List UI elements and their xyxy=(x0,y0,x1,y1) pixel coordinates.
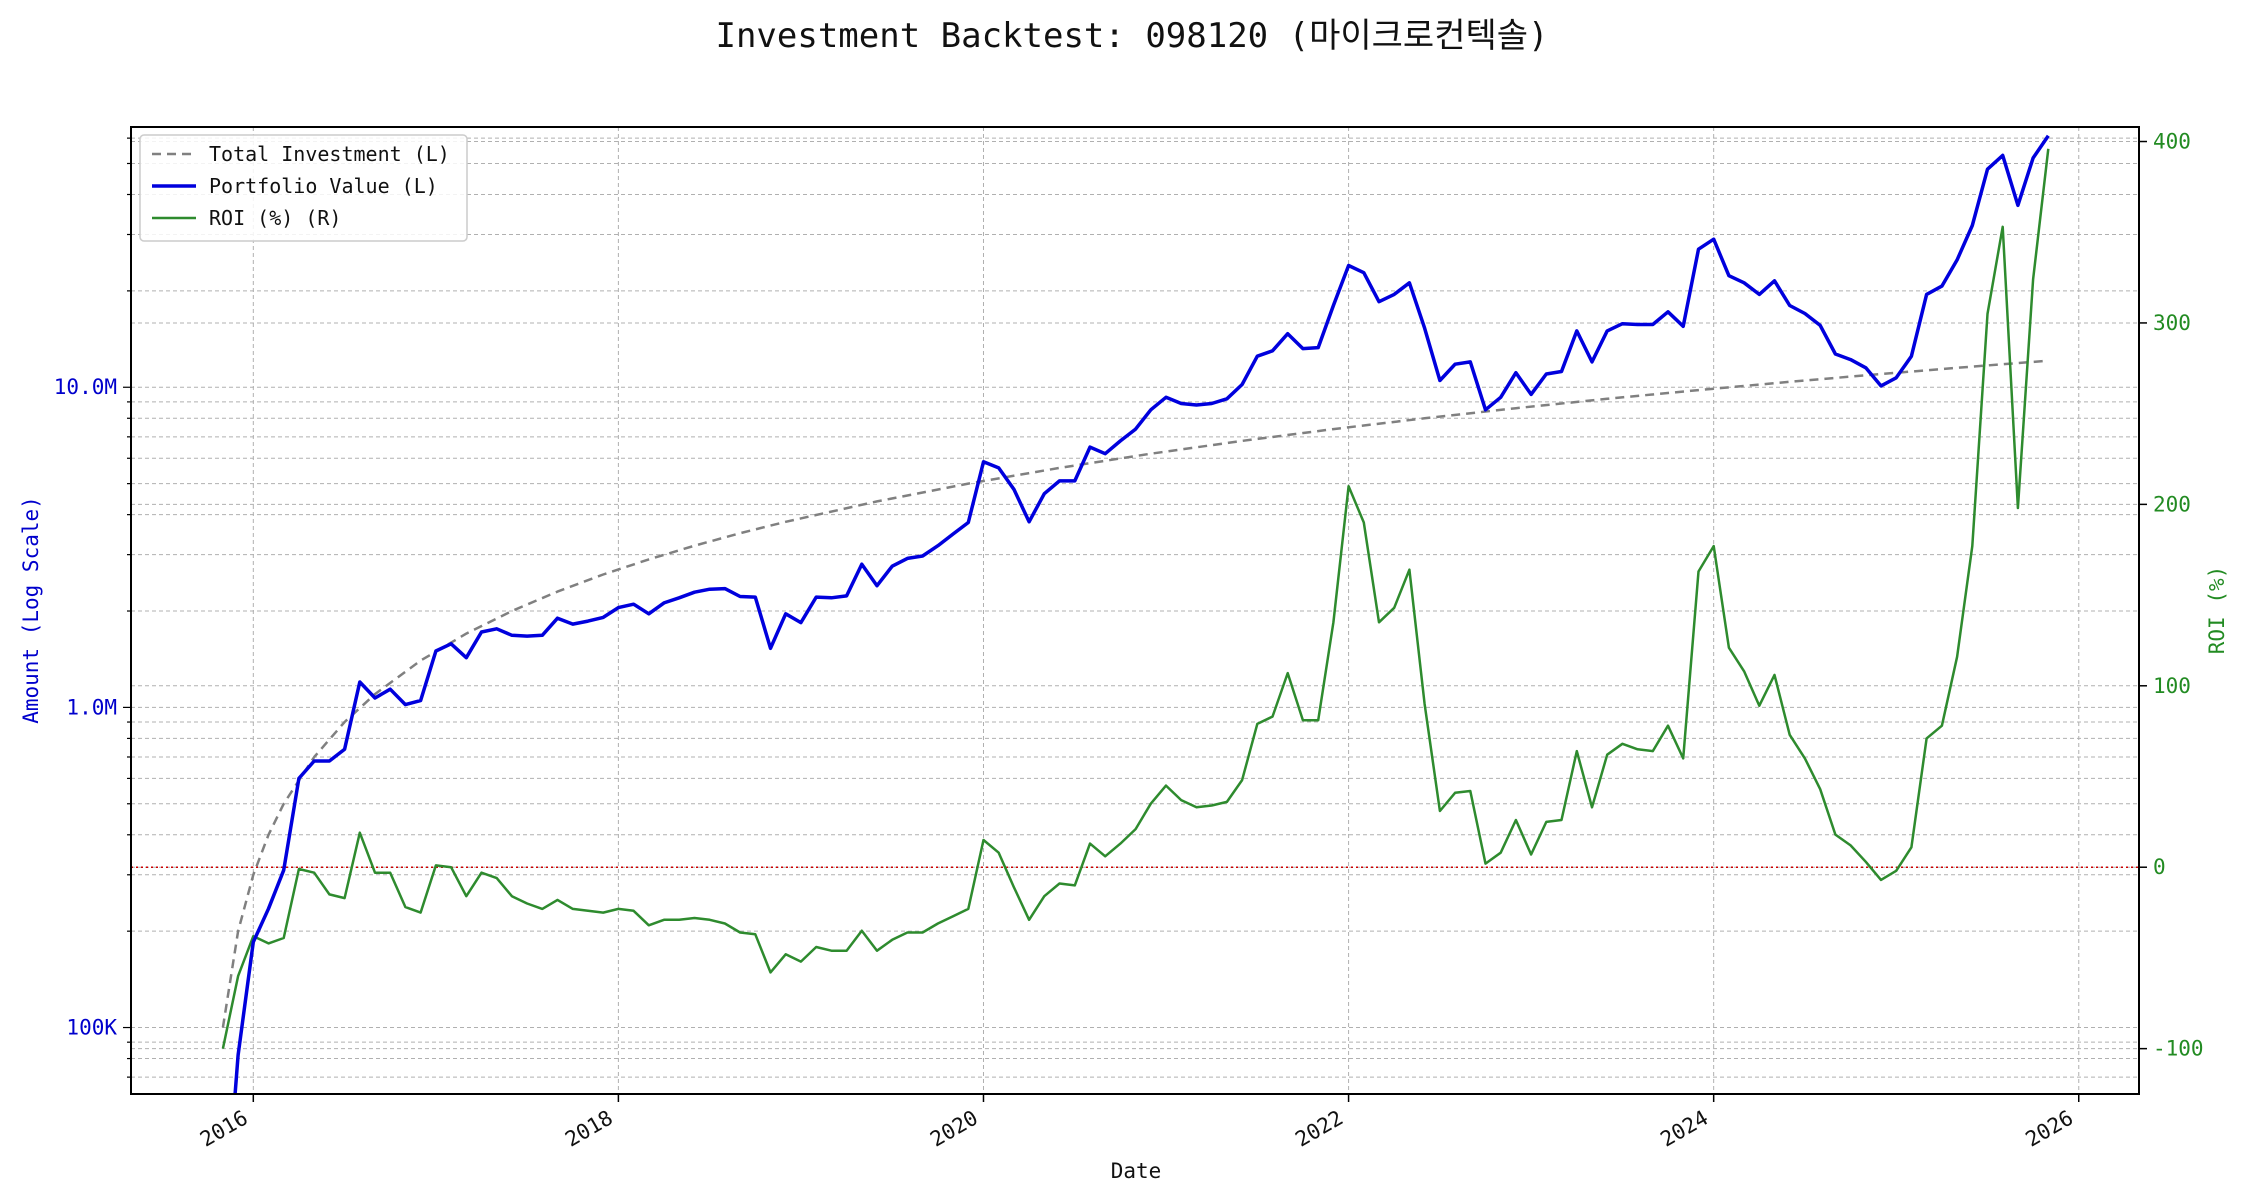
x-tick-label: 2020 xyxy=(926,1106,982,1152)
legend-label-investment: Total Investment (L) xyxy=(209,142,450,166)
x-tick-label: 2018 xyxy=(561,1106,617,1152)
y-left-tick-label: 1.0M xyxy=(66,695,117,719)
legend-label-roi: ROI (%) (R) xyxy=(209,206,341,230)
y-axis-right-label: ROI (%) xyxy=(2205,566,2229,655)
plot-frame xyxy=(130,126,2140,1095)
legend: Total Investment (L) Portfolio Value (L)… xyxy=(139,134,468,242)
x-tick-label: 2016 xyxy=(196,1106,252,1152)
y-right-tick-label: 100 xyxy=(2153,674,2191,698)
y-axis-left-label: Amount (Log Scale) xyxy=(19,496,43,724)
series-layer xyxy=(131,134,2139,1094)
legend-box xyxy=(139,134,468,242)
x-axis-label: Date xyxy=(1111,1159,1162,1183)
x-tick-label: 2022 xyxy=(1291,1106,1347,1152)
y-right-tick-label: -100 xyxy=(2153,1037,2204,1061)
x-tick-label: 2024 xyxy=(1656,1106,1712,1152)
portfolio-value-line xyxy=(233,134,2050,1094)
chart-title: Investment Backtest: 098120 (마이크로컨텍솔) xyxy=(715,16,1548,56)
grid-layer xyxy=(131,127,2139,1094)
roi-line xyxy=(221,148,2050,1049)
legend-label-portfolio: Portfolio Value (L) xyxy=(209,174,438,198)
ticks-layer: 2016 2018 2020 2022 2024 2026 100K 1.0M 10.0M -10… xyxy=(54,130,2204,1152)
y-right-tick-label: 0 xyxy=(2153,855,2166,879)
x-tick-label: 2026 xyxy=(2021,1106,2077,1152)
total-investment-line xyxy=(221,359,2049,1028)
y-right-tick-label: 400 xyxy=(2153,130,2191,154)
y-right-tick-label: 200 xyxy=(2153,492,2191,516)
y-left-tick-label: 10.0M xyxy=(54,375,117,399)
y-left-tick-label: 100K xyxy=(66,1016,117,1040)
y-right-tick-label: 300 xyxy=(2153,311,2191,335)
